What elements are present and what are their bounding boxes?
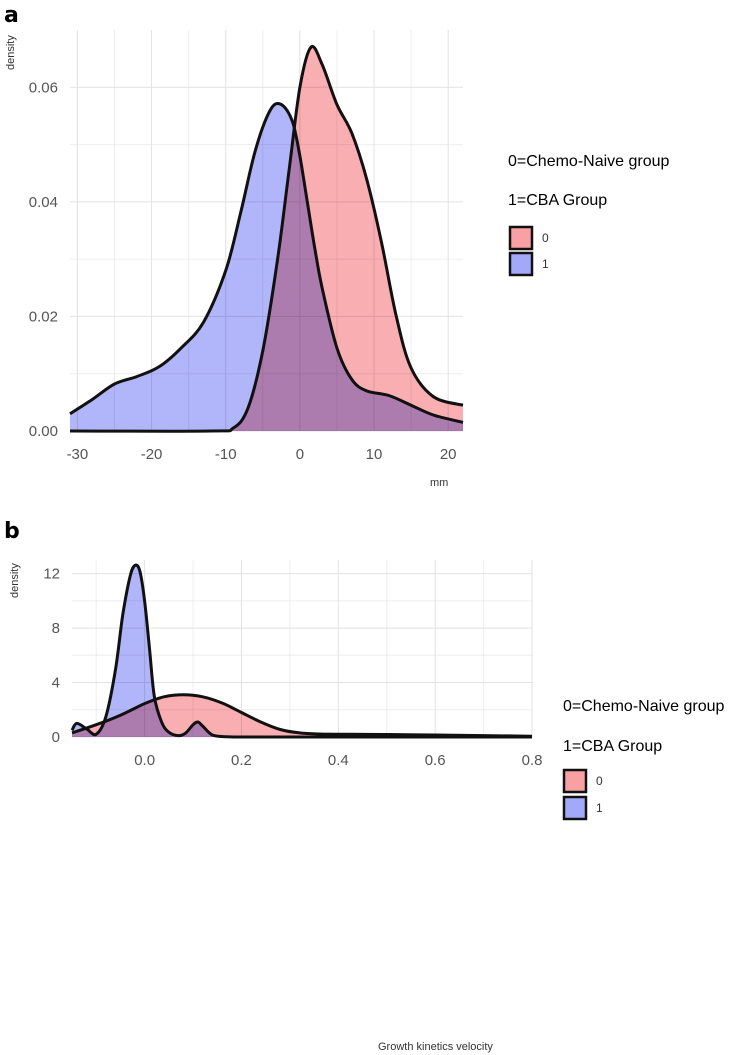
panel-b-x-ticks: 0.0 0.2 0.4 0.6 0.8 bbox=[134, 752, 542, 769]
x-tick-label: 10 bbox=[366, 446, 383, 463]
panel-b-legend-key-0-label: 0 bbox=[596, 774, 603, 788]
y-tick-label: 8 bbox=[52, 620, 60, 637]
panel-b-legend-note-2: 1=CBA Group bbox=[563, 738, 662, 755]
panel-b-legend-key-1-label: 1 bbox=[596, 801, 603, 815]
panel-a-legend-note-2: 1=CBA Group bbox=[508, 192, 607, 209]
x-tick-label: 0 bbox=[296, 446, 304, 463]
panel-b-ylabel: density bbox=[9, 563, 21, 598]
panel-b-legend-key-0-swatch bbox=[562, 768, 588, 794]
y-tick-label: 0.00 bbox=[29, 423, 58, 440]
x-tick-label: 0.2 bbox=[231, 752, 252, 769]
panel-a-legend-key-0-label: 0 bbox=[542, 231, 549, 245]
panel-a-legend-key-1-swatch bbox=[508, 251, 534, 277]
density-area-group-1 bbox=[70, 103, 463, 431]
panel-b-legend-note-1: 0=Chemo-Naive group bbox=[563, 698, 725, 715]
panel-b: b density 0 4 8 12 0.0 0.2 0.4 0.6 0.8 Growth k… bbox=[4, 519, 725, 1053]
density-curve-group-0 bbox=[69, 44, 464, 433]
x-tick-label: -10 bbox=[215, 446, 237, 463]
panel-a-y-ticks: 0.00 0.02 0.04 0.06 bbox=[29, 79, 58, 440]
density-area-group-0 bbox=[72, 694, 532, 737]
y-tick-label: 0.04 bbox=[29, 194, 58, 211]
y-tick-label: 4 bbox=[52, 675, 60, 692]
x-tick-label: 0.6 bbox=[425, 752, 446, 769]
density-curve-group-0 bbox=[71, 693, 533, 738]
panel-a-legend-key-0-swatch bbox=[508, 225, 534, 251]
panel-b-density-areas bbox=[70, 563, 533, 739]
panel-a: a density 0.000.020.040.06 -30 -20 -10 0 10 2… bbox=[4, 3, 670, 489]
x-tick-label: 20 bbox=[440, 446, 457, 463]
panel-b-label: b bbox=[4, 519, 20, 544]
density-area-group-0 bbox=[70, 46, 463, 432]
panel-b-legend-key-1-swatch bbox=[562, 795, 588, 821]
density-curve-group-1 bbox=[70, 563, 532, 739]
x-tick-label: 0.8 bbox=[522, 752, 543, 769]
panel-a-x-ticks: -30 -20 -10 0 10 20 bbox=[67, 446, 457, 463]
x-tick-label: 0.4 bbox=[328, 752, 349, 769]
panel-a-ylabel: density bbox=[5, 35, 17, 70]
panel-b-xlabel: Growth kinetics velocity bbox=[378, 1041, 493, 1053]
panel-b-y-ticks: 0 4 8 12 bbox=[43, 566, 60, 746]
x-tick-label: 0.0 bbox=[134, 752, 155, 769]
panel-a-label: a bbox=[4, 3, 19, 28]
density-area-group-1 bbox=[72, 565, 532, 738]
panel-a-density-areas bbox=[69, 44, 464, 433]
x-tick-label: -30 bbox=[67, 446, 89, 463]
panel-a-xlabel: mm bbox=[430, 477, 448, 489]
y-tick-label: 12 bbox=[43, 566, 60, 583]
panel-a-legend: 0=Chemo-Naive group 1=CBA Group 0 1 bbox=[508, 153, 670, 277]
panel-b-grid bbox=[72, 560, 533, 738]
x-tick-label: -20 bbox=[141, 446, 163, 463]
y-tick-label: 0.06 bbox=[29, 79, 58, 96]
panel-a-legend-note-1: 0=Chemo-Naive group bbox=[508, 153, 670, 170]
panel-a-legend-key-1-label: 1 bbox=[542, 257, 549, 271]
panel-b-legend: 0=Chemo-Naive group 1=CBA Group 0 1 bbox=[562, 698, 725, 821]
y-tick-label: 0.02 bbox=[29, 308, 58, 325]
density-curve-group-1 bbox=[69, 101, 464, 424]
y-tick-label: 0 bbox=[52, 729, 60, 746]
